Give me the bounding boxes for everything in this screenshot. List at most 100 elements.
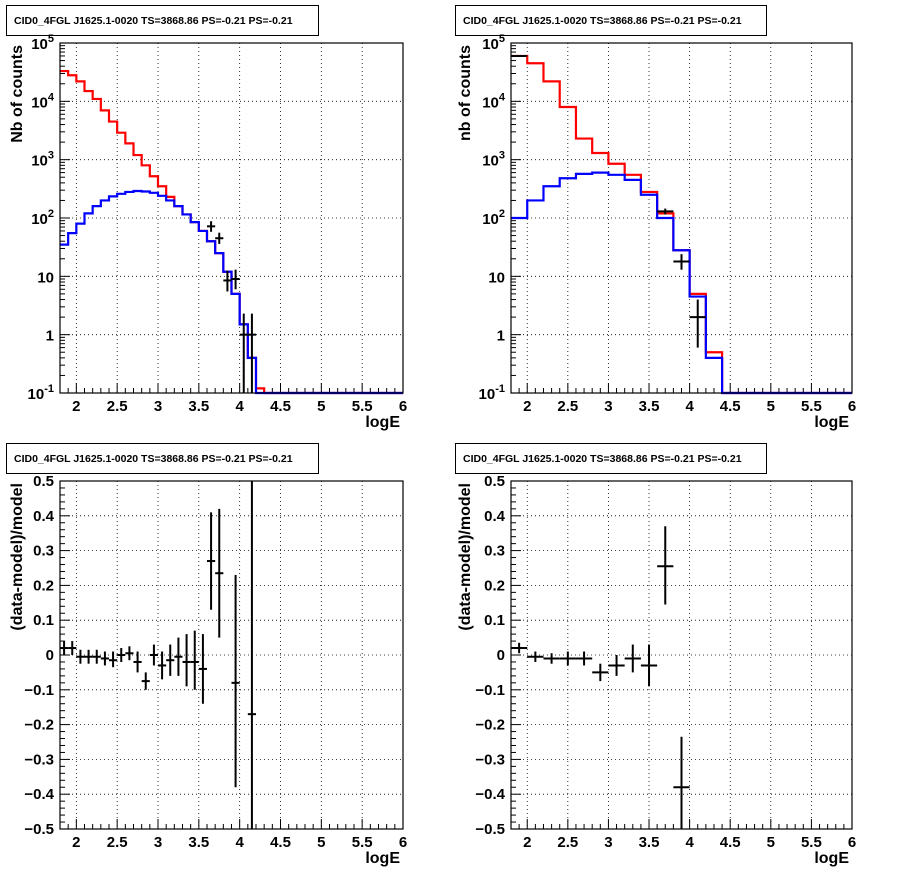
chart-title: CID0_4FGL J1625.1-0020 TS=3868.86 PS=-0.…	[463, 453, 742, 465]
data-point	[166, 644, 175, 676]
x-tick-label: 6	[848, 398, 856, 415]
x-tick-label: 6	[399, 398, 407, 415]
data-point	[511, 54, 528, 57]
title-box	[455, 443, 767, 474]
data-point	[76, 649, 85, 664]
y-tick-label: 1	[497, 328, 505, 345]
data-point	[231, 574, 240, 788]
y-tick-label: 102	[31, 208, 54, 228]
y-tick-label: −0.4	[24, 786, 54, 803]
data-point	[158, 651, 167, 680]
data-point	[231, 269, 240, 290]
plot-frame	[59, 42, 404, 394]
y-tick-label: 0.4	[484, 508, 506, 525]
data-point	[247, 313, 256, 393]
x-tick-label: 2	[523, 834, 531, 851]
y-tick-label: 0.2	[33, 577, 54, 594]
data-point	[608, 655, 625, 676]
x-tick-label: 5	[317, 398, 325, 415]
x-tick-label: 4.5	[270, 834, 291, 851]
chart-panel-4: CID0_4FGL J1625.1-0020 TS=3868.86 PS=-0.…	[455, 443, 856, 867]
title-box	[455, 5, 767, 36]
x-tick-label: 2.5	[107, 834, 128, 851]
data-point	[640, 644, 658, 687]
data-point	[198, 634, 207, 704]
x-tick-label: 3.5	[188, 834, 209, 851]
y-axis-title: Nb of counts	[9, 45, 26, 143]
data-point	[68, 641, 77, 655]
data-point	[215, 508, 224, 638]
x-tick-label: 2	[72, 398, 80, 415]
data-point	[190, 630, 199, 690]
y-tick-label: 0.1	[484, 612, 505, 629]
data-point	[182, 634, 191, 687]
y-tick-label: 0	[497, 647, 505, 664]
data-point	[592, 663, 609, 682]
x-tick-label: 4	[235, 398, 244, 415]
series-line-blue	[60, 189, 403, 395]
x-tick-label: 4	[235, 834, 244, 851]
chart-panel-2: CID0_4FGL J1625.1-0020 TS=3868.86 PS=-0.…	[455, 5, 856, 431]
chart-title: CID0_4FGL J1625.1-0020 TS=3868.86 PS=-0.…	[14, 453, 293, 465]
chart-title: CID0_4FGL J1625.1-0020 TS=3868.86 PS=-0.…	[14, 15, 293, 27]
plot-frame	[510, 42, 853, 394]
y-tick-label: 0	[46, 647, 54, 664]
x-tick-label: 4	[685, 834, 694, 851]
y-tick-label: 10-1	[28, 383, 54, 403]
y-tick-label: 0.1	[33, 612, 54, 629]
data-point	[100, 651, 109, 666]
y-tick-label: 105	[482, 33, 505, 53]
data-point	[133, 651, 142, 673]
data-point	[109, 651, 118, 668]
x-tick-label: 5.5	[801, 834, 822, 851]
title-box	[6, 5, 319, 36]
x-tick-label: 4.5	[270, 398, 291, 415]
y-tick-label: −0.3	[475, 751, 505, 768]
data-point	[239, 313, 248, 393]
x-tick-label: 2	[523, 398, 531, 415]
data-point	[84, 649, 93, 664]
x-tick-label: 2.5	[107, 398, 128, 415]
x-tick-label: 6	[848, 834, 856, 851]
data-point	[125, 646, 134, 661]
y-tick-label: 10	[37, 269, 54, 286]
y-tick-label: 103	[31, 150, 54, 170]
x-tick-label: 5.5	[352, 834, 373, 851]
y-tick-label: 104	[482, 91, 506, 111]
x-tick-label: 5.5	[352, 398, 373, 415]
x-tick-label: 5	[767, 834, 775, 851]
y-tick-label: −0.3	[24, 751, 54, 768]
y-tick-label: 1	[46, 328, 54, 345]
data-point	[207, 221, 216, 232]
y-tick-label: −0.5	[24, 821, 54, 838]
x-tick-label: 4	[685, 398, 694, 415]
x-tick-label: 4.5	[720, 398, 741, 415]
data-point	[174, 637, 183, 676]
y-tick-label: −0.2	[475, 717, 505, 734]
data-point	[575, 651, 593, 666]
y-tick-label: −0.2	[24, 717, 54, 734]
title-box	[6, 443, 319, 474]
x-tick-label: 2.5	[557, 834, 578, 851]
y-tick-label: 0.2	[484, 577, 505, 594]
data-point	[673, 254, 690, 270]
y-tick-label: 105	[31, 33, 54, 53]
x-tick-label: 3	[604, 398, 612, 415]
x-axis-title: logE	[814, 414, 849, 431]
y-tick-label: −0.1	[24, 682, 54, 699]
data-point	[559, 651, 576, 666]
data-point	[657, 526, 674, 605]
y-axis-title: (data-model)/model	[457, 483, 474, 631]
x-axis-title: logE	[365, 850, 400, 867]
x-tick-label: 3.5	[188, 398, 209, 415]
chart-title: CID0_4FGL J1625.1-0020 TS=3868.86 PS=-0.…	[463, 15, 742, 27]
data-point	[673, 736, 690, 829]
data-point	[511, 642, 528, 654]
y-tick-label: −0.4	[475, 786, 505, 803]
y-axis-title: nb of counts	[457, 45, 474, 141]
data-point	[117, 648, 126, 662]
data-point	[689, 299, 706, 348]
y-axis-title: (data-model)/model	[9, 483, 26, 631]
data-point	[92, 649, 101, 664]
